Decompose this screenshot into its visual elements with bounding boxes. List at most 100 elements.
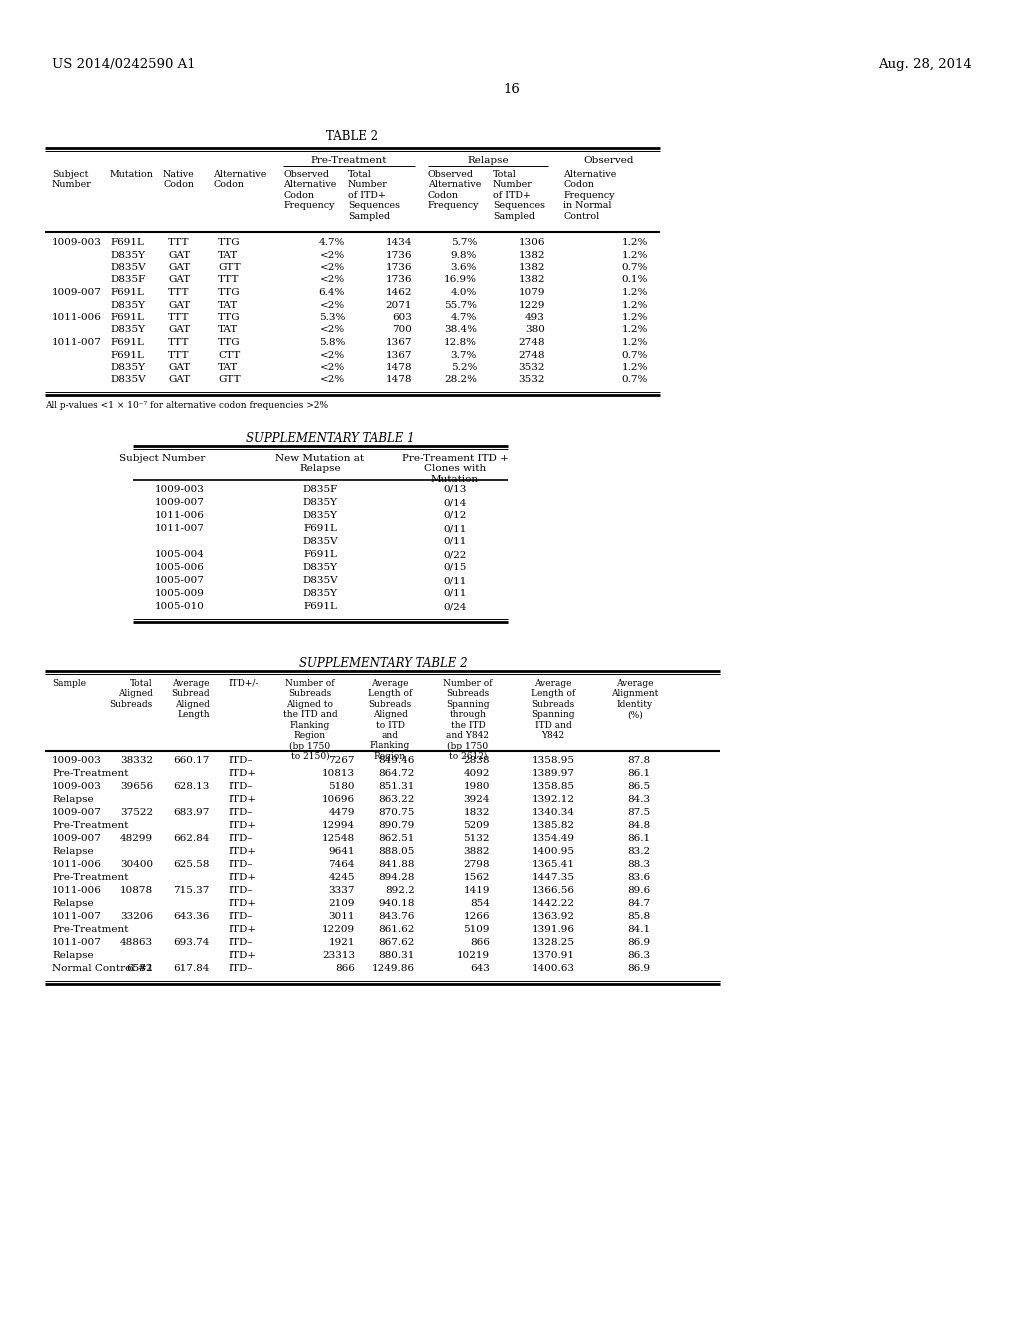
Text: Total
Number
of ITD+
Sequences
Sampled: Total Number of ITD+ Sequences Sampled — [493, 170, 545, 220]
Text: All p-values <1 × 10⁻⁷ for alternative codon frequencies >2%: All p-values <1 × 10⁻⁷ for alternative c… — [45, 401, 328, 411]
Text: TTG: TTG — [218, 313, 241, 322]
Text: 940.18: 940.18 — [379, 899, 415, 908]
Text: 1736: 1736 — [385, 251, 412, 260]
Text: 1382: 1382 — [518, 263, 545, 272]
Text: 0/15: 0/15 — [443, 564, 467, 572]
Text: GTT: GTT — [218, 375, 241, 384]
Text: 715.37: 715.37 — [174, 886, 210, 895]
Text: 48299: 48299 — [120, 834, 153, 843]
Text: TTT: TTT — [218, 276, 240, 285]
Text: D835F: D835F — [302, 484, 338, 494]
Text: 1736: 1736 — [385, 263, 412, 272]
Text: Subject Number: Subject Number — [119, 454, 205, 463]
Text: Relapse: Relapse — [52, 899, 93, 908]
Text: 12994: 12994 — [322, 821, 355, 830]
Text: 5.8%: 5.8% — [318, 338, 345, 347]
Text: 5.3%: 5.3% — [318, 313, 345, 322]
Text: 9.8%: 9.8% — [451, 251, 477, 260]
Text: 1385.82: 1385.82 — [532, 821, 575, 830]
Text: 3011: 3011 — [329, 912, 355, 921]
Text: 2109: 2109 — [329, 899, 355, 908]
Text: D835Y: D835Y — [110, 363, 145, 372]
Text: GAT: GAT — [168, 276, 190, 285]
Text: 861.62: 861.62 — [379, 925, 415, 935]
Text: 28.2%: 28.2% — [444, 375, 477, 384]
Text: 890.79: 890.79 — [379, 821, 415, 830]
Text: 0.7%: 0.7% — [622, 375, 648, 384]
Text: 33206: 33206 — [120, 912, 153, 921]
Text: 39656: 39656 — [120, 781, 153, 791]
Text: Total
Aligned
Subreads: Total Aligned Subreads — [110, 678, 153, 709]
Text: 1005-010: 1005-010 — [155, 602, 205, 611]
Text: D835V: D835V — [302, 537, 338, 546]
Text: 643: 643 — [470, 964, 490, 973]
Text: 1382: 1382 — [518, 251, 545, 260]
Text: 4.7%: 4.7% — [318, 238, 345, 247]
Text: <2%: <2% — [319, 251, 345, 260]
Text: GAT: GAT — [168, 326, 190, 334]
Text: Pre-Treatment: Pre-Treatment — [52, 873, 128, 882]
Text: <2%: <2% — [319, 301, 345, 309]
Text: 3882: 3882 — [464, 847, 490, 855]
Text: TAT: TAT — [218, 326, 239, 334]
Text: 87.8: 87.8 — [627, 756, 650, 766]
Text: Average
Alignment
Identity
(%): Average Alignment Identity (%) — [611, 678, 658, 719]
Text: Number of
Subreads
Spanning
through
the ITD
and Y842
(bp 1750
to 2612): Number of Subreads Spanning through the … — [443, 678, 493, 760]
Text: 843.76: 843.76 — [379, 912, 415, 921]
Text: 1366.56: 1366.56 — [532, 886, 575, 895]
Text: F691L: F691L — [110, 338, 144, 347]
Text: GAT: GAT — [168, 363, 190, 372]
Text: 1009-003: 1009-003 — [52, 238, 101, 247]
Text: 3.6%: 3.6% — [451, 263, 477, 272]
Text: 1.2%: 1.2% — [622, 301, 648, 309]
Text: 1306: 1306 — [518, 238, 545, 247]
Text: 2748: 2748 — [518, 351, 545, 359]
Text: 9641: 9641 — [329, 847, 355, 855]
Text: 0/14: 0/14 — [443, 498, 467, 507]
Text: Pre-Treament ITD +
Clones with
Mutation: Pre-Treament ITD + Clones with Mutation — [401, 454, 509, 484]
Text: 1.2%: 1.2% — [622, 238, 648, 247]
Text: 1079: 1079 — [518, 288, 545, 297]
Text: Subject
Number: Subject Number — [52, 170, 92, 189]
Text: Relapse: Relapse — [467, 156, 509, 165]
Text: D835V: D835V — [110, 375, 145, 384]
Text: 0/11: 0/11 — [443, 576, 467, 585]
Text: 1011-006: 1011-006 — [52, 886, 101, 895]
Text: Normal Control #1: Normal Control #1 — [52, 964, 154, 973]
Text: D835V: D835V — [110, 263, 145, 272]
Text: F691L: F691L — [110, 288, 144, 297]
Text: <2%: <2% — [319, 326, 345, 334]
Text: 2838: 2838 — [464, 756, 490, 766]
Text: 841.88: 841.88 — [379, 861, 415, 869]
Text: 1.2%: 1.2% — [622, 313, 648, 322]
Text: 880.31: 880.31 — [379, 950, 415, 960]
Text: 5132: 5132 — [464, 834, 490, 843]
Text: 4479: 4479 — [329, 808, 355, 817]
Text: Pre-Treatment: Pre-Treatment — [310, 156, 387, 165]
Text: SUPPLEMENTARY TABLE 1: SUPPLEMENTARY TABLE 1 — [246, 432, 415, 445]
Text: 38.4%: 38.4% — [444, 326, 477, 334]
Text: <2%: <2% — [319, 263, 345, 272]
Text: Pre-Treatment: Pre-Treatment — [52, 821, 128, 830]
Text: 1009-007: 1009-007 — [155, 498, 205, 507]
Text: Relapse: Relapse — [52, 847, 93, 855]
Text: 5209: 5209 — [464, 821, 490, 830]
Text: 1005-004: 1005-004 — [155, 550, 205, 558]
Text: Mutation: Mutation — [110, 170, 154, 180]
Text: US 2014/0242590 A1: US 2014/0242590 A1 — [52, 58, 196, 71]
Text: 1009-003: 1009-003 — [52, 756, 101, 766]
Text: 1.2%: 1.2% — [622, 338, 648, 347]
Text: CTT: CTT — [218, 351, 241, 359]
Text: 0.1%: 0.1% — [622, 276, 648, 285]
Text: F691L: F691L — [110, 313, 144, 322]
Text: GTT: GTT — [218, 263, 241, 272]
Text: ITD+: ITD+ — [228, 899, 256, 908]
Text: GAT: GAT — [168, 251, 190, 260]
Text: 866: 866 — [335, 964, 355, 973]
Text: 0/11: 0/11 — [443, 589, 467, 598]
Text: 2071: 2071 — [385, 301, 412, 309]
Text: 1005-009: 1005-009 — [155, 589, 205, 598]
Text: 1921: 1921 — [329, 939, 355, 946]
Text: 3924: 3924 — [464, 795, 490, 804]
Text: 1367: 1367 — [385, 351, 412, 359]
